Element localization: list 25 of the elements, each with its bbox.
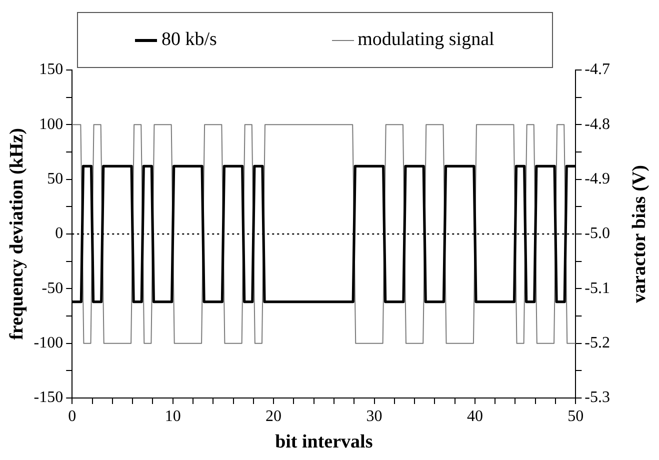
y-tick-label: 150 (39, 61, 64, 78)
x-tick-label: 10 (164, 408, 181, 425)
x-tick-label: 40 (466, 408, 483, 425)
x-tick-label: 50 (568, 408, 584, 425)
y-tick-label: 0 (55, 225, 64, 242)
y2-tick-label: -5.2 (584, 334, 610, 352)
y-tick-label: -150 (34, 389, 64, 406)
y-tick-label: 100 (39, 116, 64, 133)
y2-axis-title: varactor bias (V) (628, 165, 651, 303)
y2-tick-label: -4.7 (584, 61, 610, 78)
y2-tick-label: -5.0 (584, 225, 610, 242)
x-tick-label: 20 (266, 408, 282, 425)
y2-tick-label: -4.8 (584, 116, 610, 133)
y-tick-label: -100 (34, 334, 64, 352)
y2-tick-label: -5.1 (584, 280, 610, 297)
legend-label: modulating signal (358, 29, 494, 51)
y-axis-title: frequency deviation (kHz) (6, 128, 28, 340)
x-tick-label: 30 (366, 408, 382, 425)
legend-label: 80 kb/s (161, 29, 217, 51)
y2-tick-label: -4.9 (584, 170, 610, 188)
x-tick-label: 0 (68, 408, 76, 425)
x-axis-title: bit intervals (275, 432, 373, 453)
y-tick-label: -50 (42, 280, 64, 297)
y-tick-label: 50 (47, 170, 64, 188)
y2-tick-label: -5.3 (584, 389, 610, 406)
